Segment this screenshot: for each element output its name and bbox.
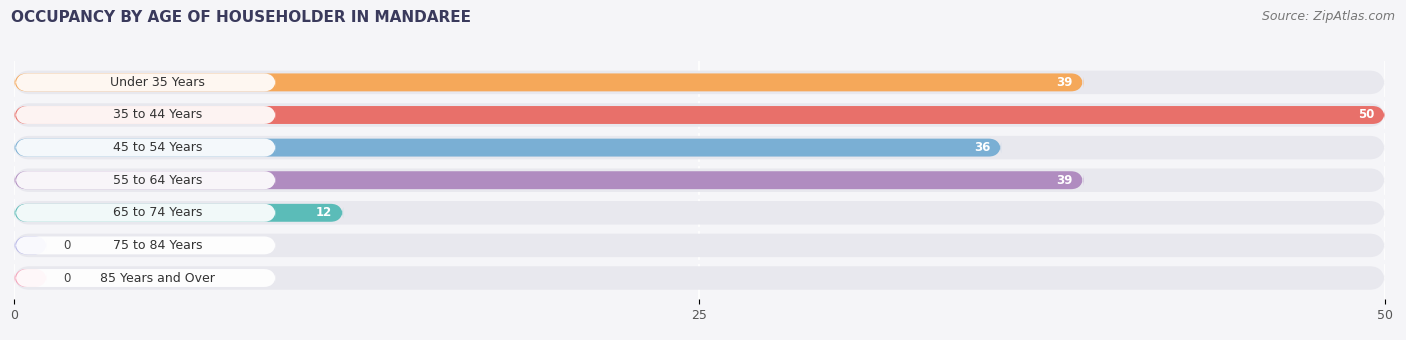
Text: 0: 0 [63, 272, 70, 285]
Text: Source: ZipAtlas.com: Source: ZipAtlas.com [1261, 10, 1395, 23]
FancyBboxPatch shape [14, 106, 1385, 124]
FancyBboxPatch shape [15, 269, 276, 287]
Text: 39: 39 [1056, 174, 1073, 187]
FancyBboxPatch shape [15, 73, 276, 91]
FancyBboxPatch shape [14, 71, 1385, 94]
FancyBboxPatch shape [14, 171, 1084, 189]
Text: 50: 50 [1358, 108, 1374, 121]
FancyBboxPatch shape [14, 266, 1385, 290]
Text: Under 35 Years: Under 35 Years [110, 76, 205, 89]
Text: 12: 12 [316, 206, 332, 219]
FancyBboxPatch shape [14, 168, 1385, 192]
FancyBboxPatch shape [15, 204, 276, 222]
FancyBboxPatch shape [14, 136, 1385, 159]
FancyBboxPatch shape [14, 103, 1385, 127]
Text: 75 to 84 Years: 75 to 84 Years [112, 239, 202, 252]
FancyBboxPatch shape [15, 171, 276, 189]
Text: 85 Years and Over: 85 Years and Over [100, 272, 215, 285]
Text: 55 to 64 Years: 55 to 64 Years [112, 174, 202, 187]
FancyBboxPatch shape [14, 73, 1084, 91]
FancyBboxPatch shape [14, 139, 1001, 156]
Text: 0: 0 [63, 239, 70, 252]
FancyBboxPatch shape [14, 201, 1385, 224]
FancyBboxPatch shape [15, 106, 276, 124]
Text: 45 to 54 Years: 45 to 54 Years [112, 141, 202, 154]
FancyBboxPatch shape [15, 139, 276, 156]
Text: OCCUPANCY BY AGE OF HOUSEHOLDER IN MANDAREE: OCCUPANCY BY AGE OF HOUSEHOLDER IN MANDA… [11, 10, 471, 25]
FancyBboxPatch shape [15, 236, 276, 254]
Text: 65 to 74 Years: 65 to 74 Years [112, 206, 202, 219]
FancyBboxPatch shape [14, 234, 1385, 257]
Text: 35 to 44 Years: 35 to 44 Years [112, 108, 202, 121]
FancyBboxPatch shape [14, 204, 343, 222]
Text: 39: 39 [1056, 76, 1073, 89]
FancyBboxPatch shape [14, 269, 46, 287]
Text: 36: 36 [974, 141, 990, 154]
FancyBboxPatch shape [14, 236, 46, 254]
